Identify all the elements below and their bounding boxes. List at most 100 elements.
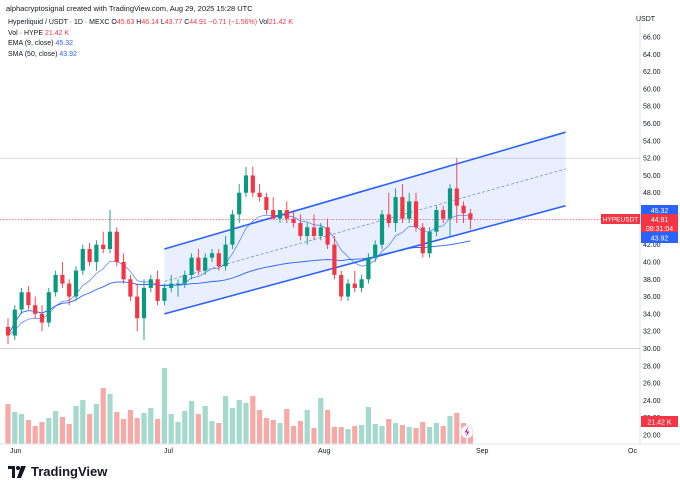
volume-bar	[297, 421, 303, 444]
candle-body	[114, 231, 119, 262]
candle-body	[318, 227, 323, 236]
legend-open-label: O	[111, 19, 117, 26]
legend-symbol[interactable]: Hyperliquid / USDT · 1D · MEXC	[8, 19, 110, 26]
volume-bar	[19, 414, 25, 444]
reference-lines	[0, 157, 640, 349]
tradingview-logo: TradingView	[8, 464, 107, 479]
legend-vol-label: Vol	[259, 19, 269, 26]
volume-bar	[263, 418, 269, 444]
volume-bar	[236, 400, 242, 444]
legend-change: −0.71 (−1.56%)	[208, 19, 258, 26]
price-tick-label: 58.00	[643, 104, 661, 111]
legend-ema-row[interactable]: EMA (9, close) 45.32	[8, 39, 293, 50]
candle-body	[19, 292, 24, 310]
legend-symbol-row[interactable]: Hyperliquid / USDT · 1D · MEXC O45.63 H4…	[8, 18, 293, 29]
legend-ema-label: EMA (9, close)	[8, 40, 54, 47]
volume-bar	[229, 408, 235, 444]
volume-bar	[386, 419, 392, 444]
candle-body	[373, 244, 378, 258]
volume-bar	[25, 420, 31, 444]
candle-body	[468, 213, 473, 220]
chart-legend: Hyperliquid / USDT · 1D · MEXC O45.63 H4…	[8, 18, 293, 60]
candle-body	[162, 287, 167, 301]
brand-name: TradingView	[31, 464, 108, 479]
volume-bar	[93, 404, 99, 444]
candle-body	[359, 279, 364, 288]
legend-volume-value: 21.42 K	[44, 29, 70, 37]
candle-body	[271, 210, 276, 219]
candle-body	[461, 205, 466, 214]
volume-bar	[5, 404, 11, 444]
volume-bar	[32, 426, 38, 444]
candle-body	[169, 283, 174, 288]
volume-bar	[182, 411, 188, 444]
volume-bar	[318, 398, 324, 444]
candle-body	[53, 274, 58, 293]
volume-bar	[270, 420, 276, 444]
candle-body	[128, 279, 133, 297]
volume-bar	[345, 429, 351, 444]
volume-bar	[352, 426, 358, 444]
candle-body	[67, 283, 72, 297]
volume-bar	[155, 419, 161, 444]
volume-bar	[161, 368, 167, 444]
candle-body	[26, 292, 31, 306]
volume-bar	[12, 412, 18, 444]
currency-label: USDT	[636, 16, 656, 23]
candle-body	[223, 244, 228, 267]
candle-body	[427, 231, 432, 254]
price-tick-label: 60.00	[643, 86, 661, 93]
candle-body	[311, 227, 317, 236]
price-tick-label: 36.00	[643, 294, 661, 301]
candle-body	[121, 261, 126, 280]
price-tick-label: 20.00	[643, 433, 661, 440]
volume-badge	[641, 416, 678, 427]
candle-body	[447, 188, 453, 219]
volume-bar	[359, 425, 365, 444]
candle-body	[209, 253, 215, 258]
volume-bar	[209, 421, 215, 444]
candle-body	[366, 257, 371, 280]
tradingview-logo-icon	[8, 465, 26, 478]
volume-bar	[325, 410, 331, 444]
volume-bar	[454, 413, 460, 444]
candle-body	[339, 274, 344, 297]
candle-body	[107, 231, 113, 249]
caption-text: alphacryptosignal created with TradingVi…	[6, 4, 253, 13]
volume-bar	[331, 427, 337, 444]
legend-close: 44.91	[189, 19, 207, 26]
candle-body	[379, 214, 385, 245]
volume-bar	[100, 388, 106, 444]
legend-volume-row[interactable]: Vol · HYPE 21.42 K	[8, 29, 293, 40]
legend-high-label: H	[136, 19, 142, 26]
candle-body	[5, 326, 11, 336]
candle-body	[257, 192, 262, 198]
volume-bar	[175, 422, 181, 444]
volume-bar	[440, 426, 446, 444]
ema-badge	[641, 205, 678, 216]
candle-body	[325, 227, 330, 245]
candle-body	[216, 253, 221, 267]
ema-badge-text: 45.32	[651, 208, 669, 215]
volume-bar	[433, 423, 439, 444]
price-tick-label: 48.00	[643, 190, 661, 197]
volume-bar	[406, 427, 412, 444]
price-tick-label: 40.00	[643, 259, 661, 266]
parallel-channel[interactable]	[164, 131, 566, 315]
volume-bar	[73, 406, 79, 444]
volume-bar	[195, 414, 201, 444]
candle-body	[73, 270, 79, 297]
sma-badge-text: 43.92	[651, 236, 669, 243]
lightning-icon[interactable]	[460, 425, 474, 439]
candle-body	[305, 227, 310, 236]
candle-body	[141, 287, 147, 319]
volume-bar	[379, 426, 385, 444]
candle-body	[277, 210, 283, 219]
volume-bar	[399, 425, 405, 444]
channel-median-line	[164, 168, 566, 282]
candle-body	[148, 279, 153, 288]
legend-sma-row[interactable]: SMA (50, close) 43.92	[8, 50, 293, 61]
candle-body	[237, 192, 242, 215]
candle-body	[454, 188, 459, 206]
